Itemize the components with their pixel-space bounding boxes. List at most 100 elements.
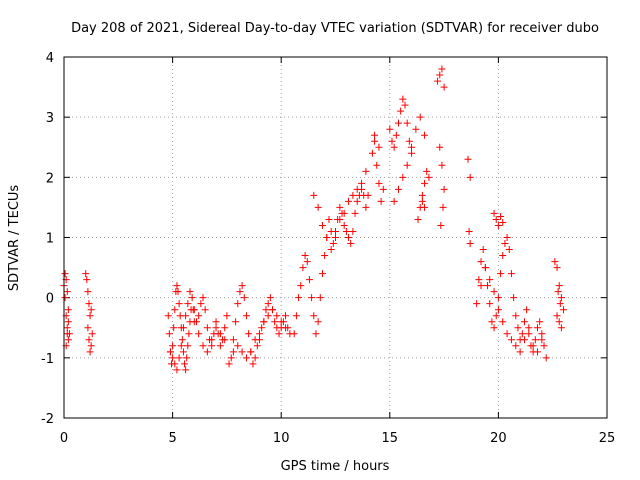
data-point xyxy=(392,131,400,139)
data-point xyxy=(390,197,398,205)
data-point xyxy=(232,318,240,326)
data-point xyxy=(223,312,231,320)
data-point xyxy=(269,306,277,314)
data-point xyxy=(182,366,190,374)
data-point xyxy=(394,185,402,193)
data-point xyxy=(371,131,379,139)
data-point xyxy=(477,258,485,266)
data-point xyxy=(466,173,474,181)
data-point xyxy=(421,179,429,187)
data-point xyxy=(536,318,544,326)
data-point xyxy=(438,161,446,169)
data-point xyxy=(554,288,562,296)
data-point xyxy=(440,185,448,193)
data-point xyxy=(173,366,181,374)
data-point xyxy=(507,336,515,344)
data-point xyxy=(351,209,359,217)
data-point xyxy=(520,318,528,326)
data-point xyxy=(507,270,515,278)
data-point xyxy=(84,324,92,332)
data-point xyxy=(336,203,344,211)
data-point xyxy=(375,143,383,151)
data-point xyxy=(221,336,229,344)
data-point xyxy=(473,300,481,308)
data-point xyxy=(503,234,511,241)
data-point xyxy=(310,191,318,199)
data-point xyxy=(297,282,305,290)
data-point xyxy=(490,324,498,332)
data-point xyxy=(88,330,96,338)
data-point xyxy=(525,330,533,338)
y-tick-label: -1 xyxy=(41,352,54,367)
data-point xyxy=(492,312,500,320)
data-point xyxy=(345,197,353,205)
y-tick-label: 1 xyxy=(46,232,54,247)
data-point xyxy=(510,294,518,302)
data-point xyxy=(164,312,172,320)
data-point xyxy=(340,221,348,229)
data-point xyxy=(175,300,183,308)
data-point xyxy=(197,300,205,308)
data-point xyxy=(188,294,196,302)
data-point xyxy=(216,330,224,338)
data-point xyxy=(479,246,487,254)
data-point xyxy=(85,300,93,308)
data-point xyxy=(368,149,376,157)
data-point xyxy=(64,306,72,314)
data-point xyxy=(299,264,307,272)
data-point xyxy=(314,318,322,326)
data-point xyxy=(437,221,445,229)
data-point xyxy=(484,282,492,290)
data-point xyxy=(505,246,513,254)
data-point xyxy=(212,324,220,332)
x-tick-label: 20 xyxy=(490,431,507,446)
x-tick-label: 5 xyxy=(168,431,176,446)
plot-frame xyxy=(63,56,608,419)
data-point xyxy=(434,77,442,85)
data-point xyxy=(216,342,224,350)
data-point xyxy=(465,227,473,235)
data-point xyxy=(408,143,416,151)
data-point xyxy=(303,258,311,266)
data-point xyxy=(199,294,207,302)
data-point xyxy=(362,203,370,211)
data-point xyxy=(416,113,424,121)
x-tick-label: 25 xyxy=(599,431,616,446)
data-point xyxy=(486,276,494,284)
data-point xyxy=(183,354,191,362)
data-point xyxy=(171,360,179,368)
data-point xyxy=(323,234,331,241)
data-point xyxy=(275,330,283,338)
data-point xyxy=(253,342,261,350)
data-point xyxy=(379,185,387,193)
data-point xyxy=(375,179,383,187)
data-point xyxy=(518,330,526,338)
data-point xyxy=(497,212,505,220)
data-point xyxy=(386,125,394,133)
data-point xyxy=(295,294,303,302)
data-point xyxy=(327,246,335,254)
data-point xyxy=(312,330,320,338)
data-point xyxy=(63,330,71,338)
data-points xyxy=(60,65,568,374)
y-tick-label: -2 xyxy=(41,412,54,427)
data-point xyxy=(371,137,379,145)
data-point xyxy=(531,336,539,344)
data-point xyxy=(266,294,274,302)
y-axis-label: SDTVAR / TECUs xyxy=(7,185,22,292)
data-point xyxy=(486,300,494,308)
data-point xyxy=(166,348,174,356)
data-point xyxy=(499,318,507,326)
y-tick-label: 0 xyxy=(46,292,54,307)
data-point xyxy=(475,276,483,284)
data-point xyxy=(555,282,563,290)
data-point xyxy=(373,161,381,169)
data-point xyxy=(177,342,185,350)
data-point xyxy=(440,83,448,91)
data-point xyxy=(64,336,72,344)
data-point xyxy=(336,215,344,223)
data-point xyxy=(538,336,546,344)
data-point xyxy=(332,234,339,241)
data-point xyxy=(533,348,541,356)
x-axis-label: GPS time / hours xyxy=(281,459,390,474)
